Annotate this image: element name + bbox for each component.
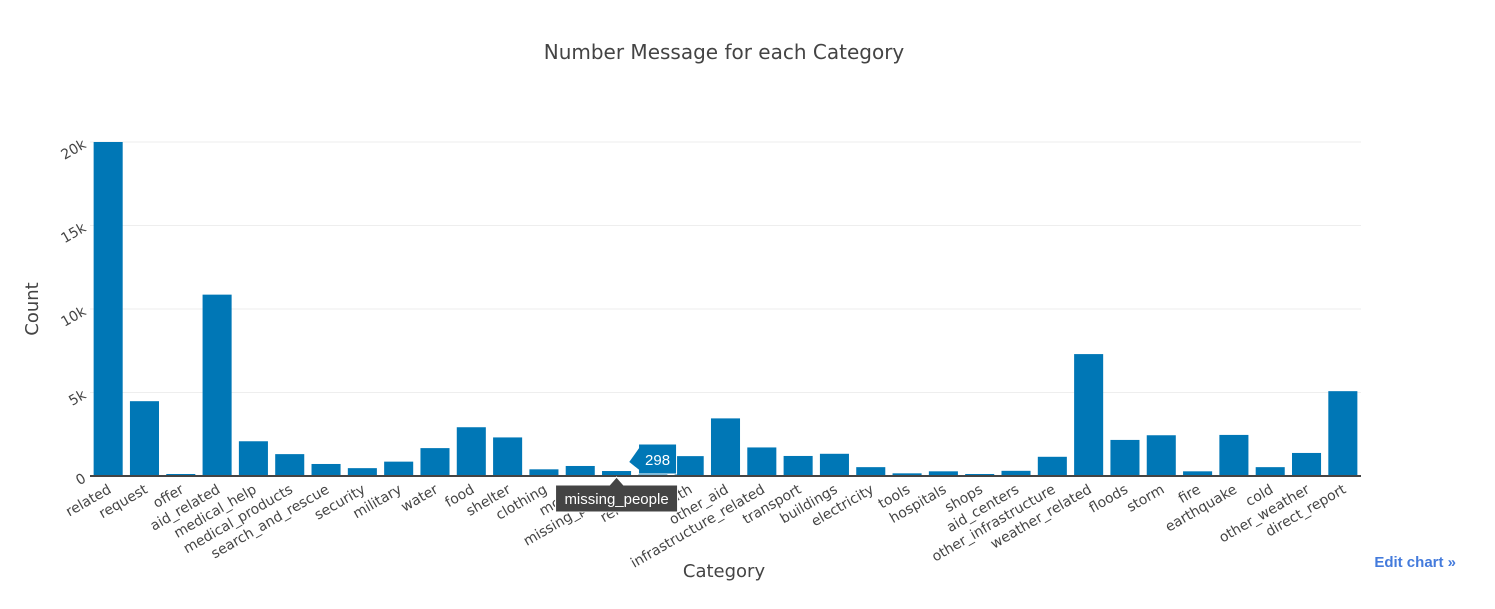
tooltip-category-box — [555, 476, 679, 513]
bar-search_and_rescue[interactable] — [311, 463, 341, 476]
y-tick-label: 5k — [66, 387, 90, 410]
x-tick-label: water — [398, 481, 441, 515]
edit-chart-link[interactable]: Edit chart » — [1374, 554, 1456, 571]
bar-fire[interactable] — [1183, 471, 1213, 476]
tooltip-value-box — [627, 443, 678, 475]
bar-tools[interactable] — [892, 473, 922, 476]
bar-death[interactable] — [674, 456, 704, 476]
bar-request[interactable] — [129, 401, 159, 476]
chart-title: Number Message for each Category — [544, 40, 905, 64]
y-axis-title: Count — [22, 282, 43, 335]
bar-storm[interactable] — [1146, 435, 1176, 476]
bar-related[interactable] — [93, 142, 123, 476]
bar-buildings[interactable] — [819, 453, 849, 476]
bar-aid_related[interactable] — [202, 294, 232, 476]
x-tick-label: floods — [1086, 482, 1130, 517]
bar-transport[interactable] — [783, 455, 813, 476]
bar-hospitals[interactable] — [928, 471, 958, 476]
y-tick-label: 20k — [59, 136, 90, 163]
bar-medical_help[interactable] — [238, 441, 268, 476]
y-tick-label: 10k — [59, 303, 90, 330]
bar-aid_centers[interactable] — [1001, 470, 1031, 476]
bar-clothing[interactable] — [529, 469, 559, 476]
bar-medical_products[interactable] — [275, 454, 305, 476]
bar-other_aid[interactable] — [710, 418, 741, 476]
bar-weather_related[interactable] — [1074, 354, 1104, 476]
bar-other_weather[interactable] — [1292, 452, 1322, 476]
y-tick-labels: 0 5k 10k 15k 20k — [59, 136, 90, 489]
bar-food[interactable] — [456, 427, 486, 476]
bar-earthquake[interactable] — [1219, 434, 1249, 476]
bar-electricity[interactable] — [856, 467, 886, 476]
bar-missing_people[interactable] — [602, 471, 632, 476]
bar-other_infrastructure[interactable] — [1037, 456, 1067, 476]
tooltip-category: missing_people — [564, 491, 668, 508]
bar-offer[interactable] — [166, 473, 196, 476]
y-tick-label: 0 — [73, 471, 89, 489]
x-tick-label: storm — [1124, 482, 1167, 516]
tooltip-value: 298 — [645, 452, 670, 469]
x-axis-title: Category — [683, 561, 766, 582]
bars — [93, 142, 1358, 476]
bar-money[interactable] — [565, 465, 595, 476]
bar-direct_report[interactable] — [1328, 391, 1358, 476]
bar-infrastructure_related[interactable] — [747, 447, 777, 476]
bar-floods[interactable] — [1110, 439, 1140, 476]
bar-military[interactable] — [384, 461, 414, 476]
y-tick-label: 15k — [59, 220, 90, 247]
bar-cold[interactable] — [1255, 467, 1285, 476]
bar-security[interactable] — [347, 468, 377, 476]
bar-shelter[interactable] — [493, 437, 523, 476]
bar-water[interactable] — [420, 448, 450, 476]
hover-tooltip: 298 missing_people — [555, 443, 679, 513]
grid-lines — [90, 141, 1361, 393]
bar-shops[interactable] — [965, 473, 995, 476]
